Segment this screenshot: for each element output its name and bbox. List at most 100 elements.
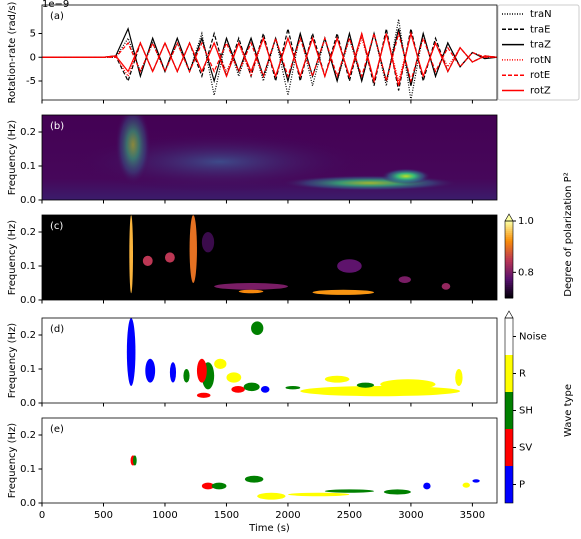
colorbar-cell <box>505 238 513 241</box>
colorbar-cell <box>505 242 513 245</box>
y-tick-label: 0.0 <box>20 498 36 509</box>
polarization-patch <box>201 232 215 253</box>
colorbar-cell <box>505 286 513 289</box>
colorbar-label: Wave type <box>563 384 574 437</box>
axes-frame <box>41 317 498 404</box>
legend-label: traZ <box>530 40 551 51</box>
colorbar-cell <box>505 228 513 232</box>
colorbar-cell <box>505 257 513 260</box>
y-tick-label: 0.2 <box>20 227 36 238</box>
colorbar-cell <box>505 282 513 286</box>
spectrogram-texture <box>279 175 460 191</box>
waveform <box>42 19 497 100</box>
spectrogram-texture <box>381 168 431 185</box>
colorbar-frame <box>504 317 514 504</box>
colorbar-cell <box>505 272 513 276</box>
colorbar-tick-label: 0.8 <box>518 267 534 278</box>
colorbar-cell <box>505 269 513 272</box>
panel-label: (c) <box>50 221 63 232</box>
y-tick-label: 0.2 <box>20 127 36 138</box>
colorbar-label: Degree of polarization P² <box>563 172 574 296</box>
colorbar-cell <box>505 244 513 247</box>
colorbar-cell <box>505 355 513 392</box>
colorbar-cell <box>505 246 513 249</box>
colorbar-cell <box>505 265 513 268</box>
colorbar-cell <box>505 267 513 270</box>
wave-type-patch <box>472 479 480 483</box>
y-tick-label: 0.0 <box>20 195 36 206</box>
wave-type-patch <box>462 482 470 488</box>
y-axis-label: Frequency (Hz) <box>7 423 18 499</box>
y-tick-label: 0 <box>30 52 36 63</box>
y-tick-label: 0.2 <box>20 330 36 341</box>
x-tick-label: 2000 <box>275 510 300 521</box>
colorbar-frame <box>504 220 514 299</box>
spectrogram-texture <box>115 115 151 185</box>
colorbar-tick-label: SV <box>519 443 532 454</box>
colorbar-cell <box>505 290 513 293</box>
colorbar-cell <box>505 263 513 266</box>
colorbar-extend <box>504 213 514 222</box>
wave-type-patch <box>423 482 431 490</box>
colorbar-cell <box>505 221 513 224</box>
colorbar-cell <box>505 276 513 280</box>
colorbar-cell <box>505 429 513 466</box>
wave-type-patch <box>183 369 190 383</box>
y-tick-label: 5 <box>30 29 36 40</box>
colorbar-cell <box>505 230 513 234</box>
y-axis-label: Frequency (Hz) <box>7 120 18 196</box>
legend-label: rotE <box>530 70 550 81</box>
y-tick-label: -5 <box>26 76 36 87</box>
polarization-patch <box>398 276 411 283</box>
wave-type-patch <box>196 358 207 383</box>
x-tick-label: 500 <box>94 510 113 521</box>
colorbar-tick-label: SH <box>519 406 533 417</box>
y-tick-label: 0.2 <box>20 430 36 441</box>
wave-type-patch <box>145 358 156 383</box>
polarization-patch <box>129 215 134 294</box>
wave-type-patch <box>287 492 350 497</box>
wave-type-patch <box>133 455 137 466</box>
legend-label: rotZ <box>530 86 551 97</box>
wave-type-patch <box>226 372 242 383</box>
colorbar-tick-label: 1.0 <box>518 216 534 227</box>
y-tick-label: 0.1 <box>20 261 36 272</box>
x-tick-label: 3000 <box>398 510 423 521</box>
wave-type-patch <box>201 482 215 490</box>
colorbar-cell <box>505 318 513 355</box>
colorbar-cell <box>505 224 513 228</box>
colorbar-cell <box>505 294 513 297</box>
panel-label: (d) <box>50 324 64 335</box>
polarization-patch <box>441 283 451 290</box>
colorbar-cell <box>505 288 513 291</box>
wave-type-patch <box>257 492 286 500</box>
panel-label: (e) <box>50 424 64 435</box>
wave-type-patch <box>214 358 227 369</box>
polarization-patch <box>337 259 362 273</box>
polarization-patch <box>142 255 153 266</box>
colorbar-cell <box>505 271 513 274</box>
polarization-patch <box>214 283 288 290</box>
legend-box <box>497 4 580 101</box>
wave-type-patch <box>324 375 350 383</box>
x-axis-label: Time (s) <box>248 523 290 534</box>
wave-type-patch <box>383 489 411 495</box>
y-tick-label: 0.0 <box>20 398 36 409</box>
colorbar-extend <box>504 310 514 319</box>
wave-type-patch <box>455 369 463 386</box>
colorbar-cell <box>505 261 513 264</box>
wave-type-patch <box>300 386 461 397</box>
legend-label: rotN <box>530 55 551 66</box>
polarization-patch <box>238 289 264 294</box>
colorbar-cell <box>505 247 513 251</box>
wave-type-patch <box>380 379 436 390</box>
waveform <box>42 31 497 86</box>
axes-frame <box>41 4 498 101</box>
axes-frame <box>41 214 498 301</box>
x-tick-label: 1000 <box>152 510 177 521</box>
plot-background <box>42 418 497 503</box>
colorbar-cell <box>505 249 513 253</box>
colorbar-cell <box>505 222 513 226</box>
y-tick-label: 0.0 <box>20 295 36 306</box>
